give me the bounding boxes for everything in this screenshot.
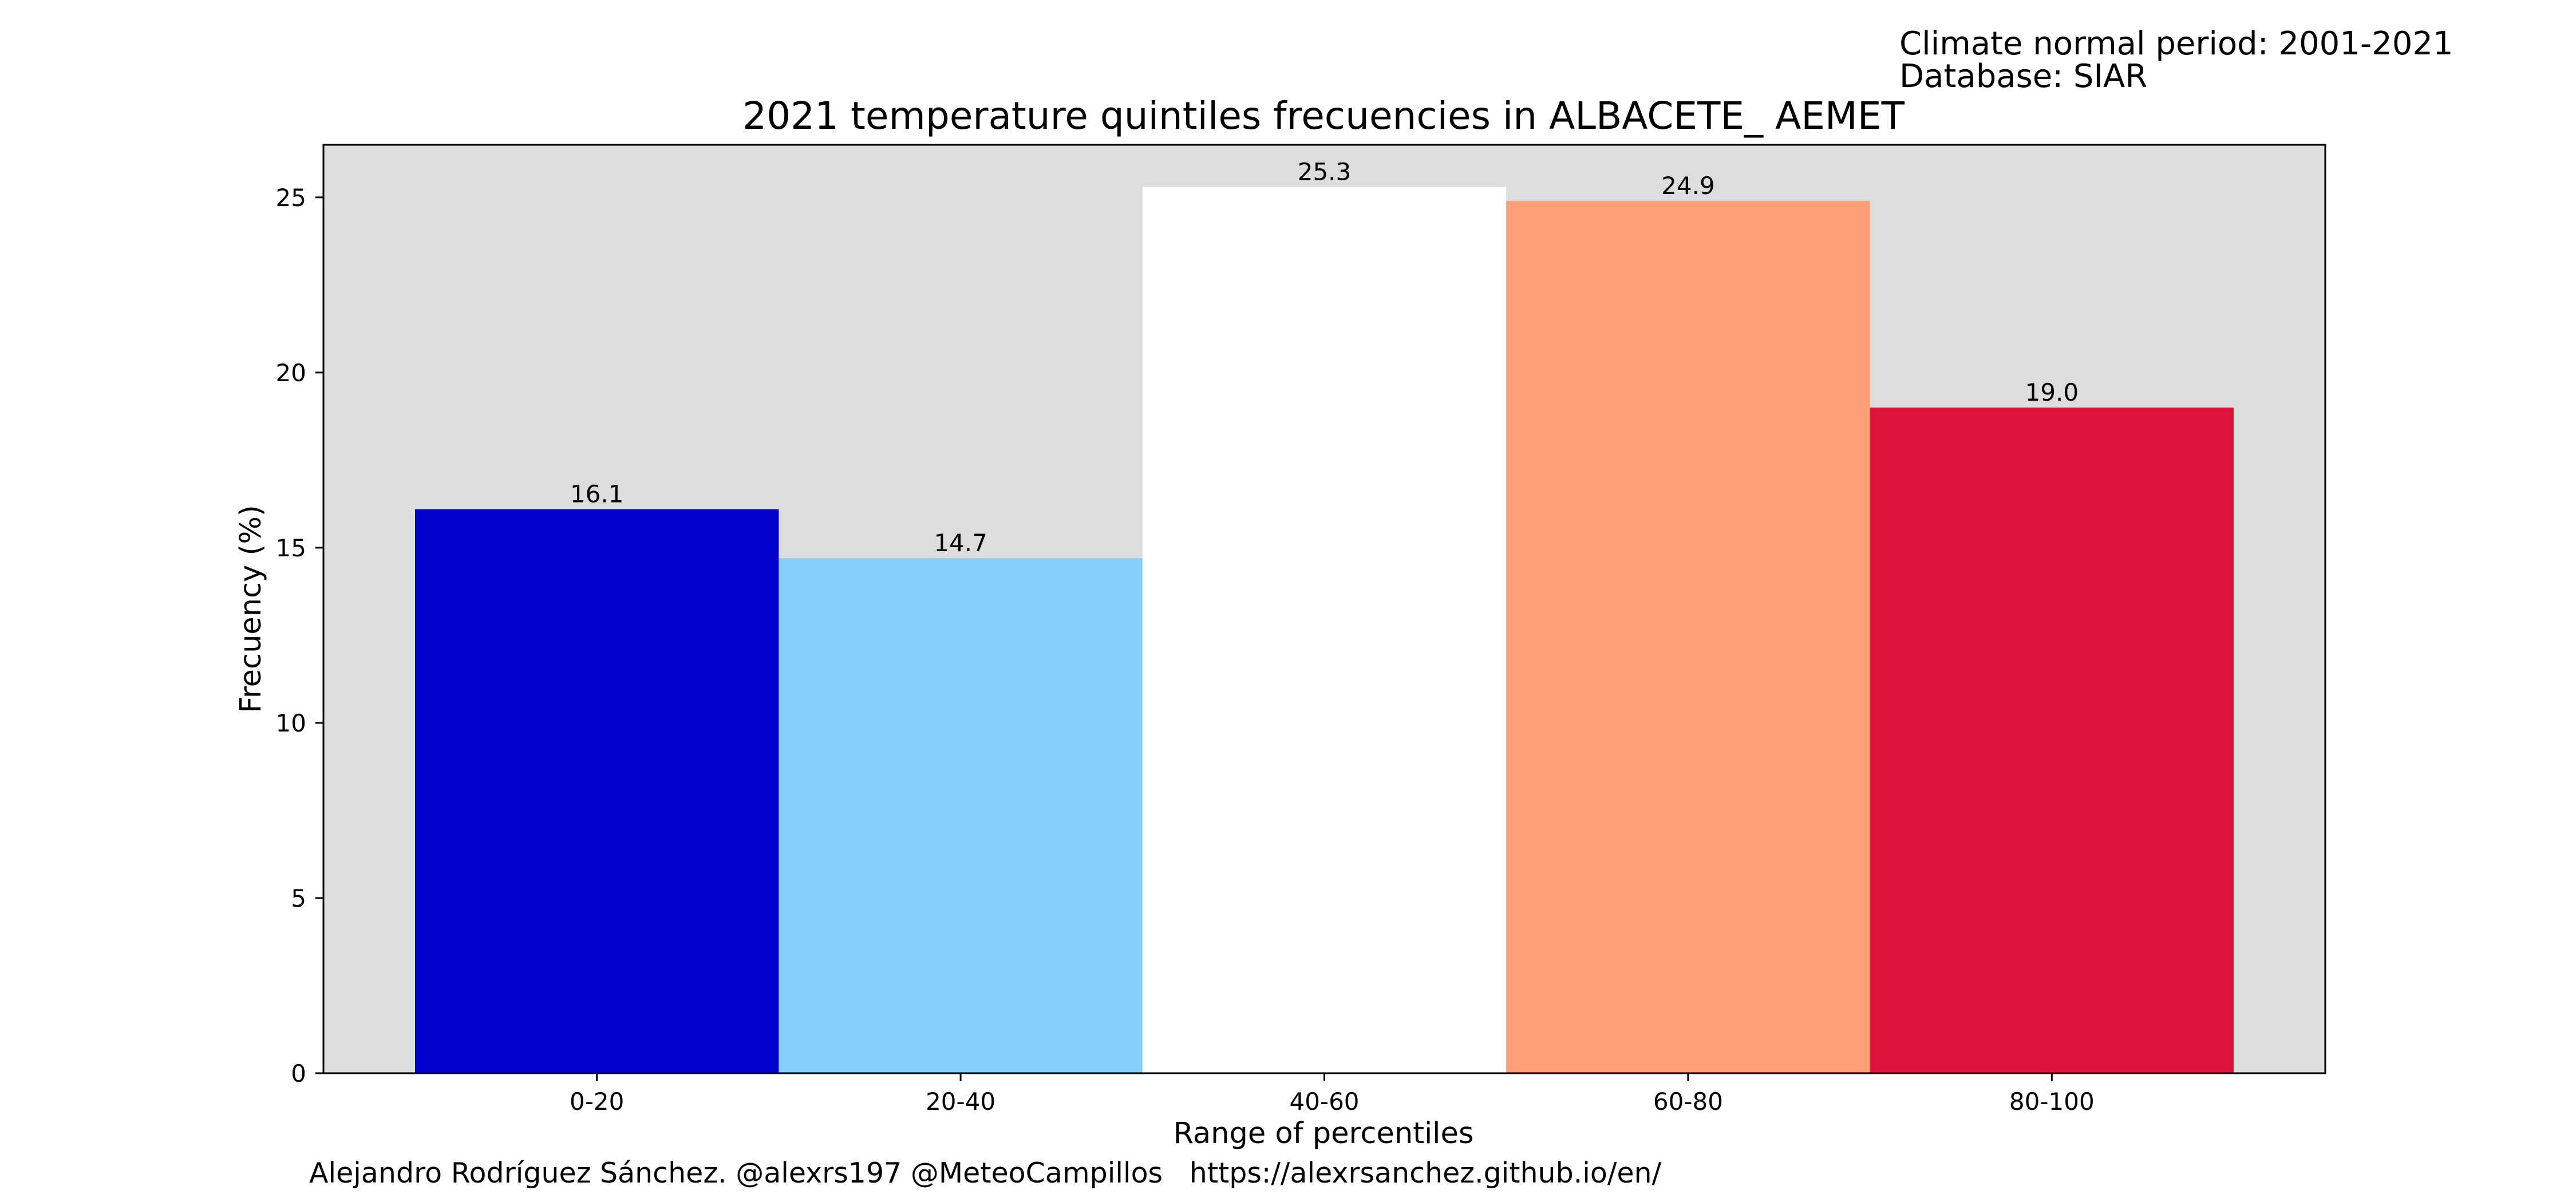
x-axis: 0-20 20-40 40-60 60-80 80-100: [570, 1073, 2095, 1116]
info-period: Climate normal period: 2001-2021: [1899, 25, 2453, 62]
y-tick-label-10: 10: [276, 709, 306, 737]
bar-value-label-60-80: 24.9: [1661, 172, 1715, 200]
y-axis-label: Frecuency (%): [234, 505, 268, 713]
chart-title: 2021 temperature quintiles frecuencies i…: [742, 94, 1905, 138]
x-tick-label-40-60: 40-60: [1289, 1088, 1359, 1116]
x-tick-label-0-20: 0-20: [570, 1088, 624, 1116]
x-tick-label-20-40: 20-40: [926, 1088, 995, 1116]
bar-value-label-40-60: 25.3: [1298, 157, 1352, 185]
info-database: Database: SIAR: [1899, 58, 2147, 95]
bar-value-label-0-20: 16.1: [570, 480, 624, 508]
y-tick-label-25: 25: [276, 184, 306, 212]
y-tick-label-15: 15: [276, 534, 306, 562]
bar-40-60: [1142, 187, 1507, 1073]
y-tick-label-20: 20: [276, 359, 306, 387]
y-axis: 0 5 10 15 20 25: [276, 184, 323, 1088]
credit-text: Alejandro Rodríguez Sánchez. @alexrs197 …: [309, 1157, 1662, 1189]
bar-value-label-80-100: 19.0: [2025, 378, 2079, 406]
bar-0-20: [415, 509, 779, 1073]
bar-60-80: [1506, 200, 1870, 1073]
bar-80-100: [1870, 408, 2234, 1073]
y-tick-label-5: 5: [291, 884, 306, 912]
x-axis-label: Range of percentiles: [1174, 1117, 1474, 1150]
x-tick-label-80-100: 80-100: [2009, 1088, 2095, 1116]
bar-20-40: [779, 558, 1143, 1073]
x-tick-label-60-80: 60-80: [1653, 1088, 1723, 1116]
bar-value-label-20-40: 14.7: [934, 529, 987, 557]
y-tick-label-0: 0: [291, 1059, 306, 1088]
bars-group: [415, 187, 2234, 1073]
bar-labels-group: 16.1 14.7 25.3 24.9 19.0: [570, 157, 2079, 557]
